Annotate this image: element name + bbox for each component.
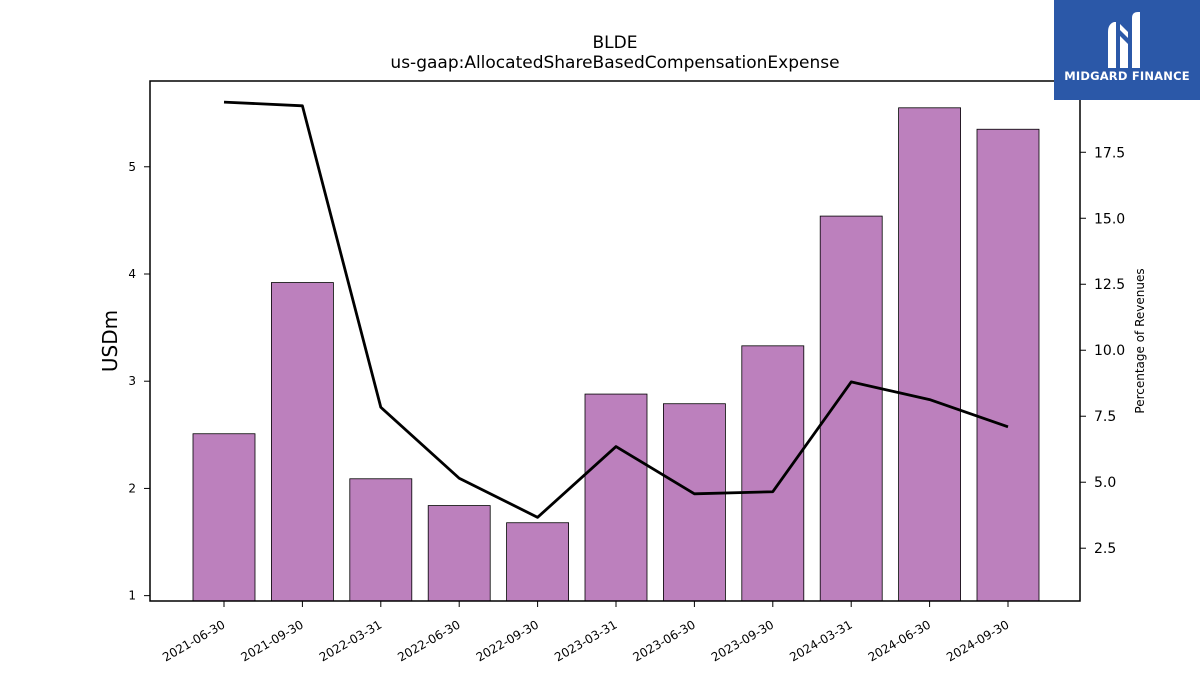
logo-text: MIDGARD FINANCE [1064,69,1190,83]
x-tick-label: 2022-06-30 [395,617,462,664]
y-tick-label: 5 [128,160,136,174]
y-right-tick-label: 12.5 [1094,277,1125,293]
bar-2024-03-31 [819,215,883,602]
brand-logo: MIDGARD FINANCE [1054,0,1200,100]
bar-2022-09-30 [506,522,570,602]
bar-2021-06-30 [192,433,256,602]
bar-2023-06-30 [663,403,726,602]
y-right-tick-label: 15.0 [1094,211,1125,227]
x-tick-label: 2024-09-30 [944,617,1011,664]
y-right-tick-label: 17.5 [1094,145,1125,161]
x-tick-label: 2024-03-31 [787,617,854,664]
bar-2023-03-31 [584,393,648,602]
x-tick-label: 2022-03-31 [317,617,384,664]
y-right-tick-label: 10.0 [1094,343,1125,359]
x-tick-label: 2021-06-30 [160,617,227,664]
chart-title: BLDE [592,33,638,53]
x-tick-label: 2024-06-30 [866,617,933,664]
bar-2024-09-30 [976,128,1040,602]
y-tick-label: 4 [128,267,136,281]
x-tick-label: 2021-09-30 [238,617,305,664]
bar-2021-09-30 [270,282,334,602]
plot-frame [149,80,1081,602]
bar-2023-09-30 [741,345,805,602]
y-right-tick-label: 7.5 [1094,409,1116,425]
y-right-tick-label: 2.5 [1094,541,1116,557]
y-right-tick-label: 5.0 [1094,475,1116,491]
y-tick-label: 1 [128,589,136,603]
y-tick-label: 2 [128,481,136,495]
y-axis-label: USDm [98,310,122,372]
bar-2022-03-31 [349,478,413,602]
logo-mark-icon [1108,12,1140,68]
bar-2022-06-30 [427,505,491,602]
revenue-percentage-line [223,100,1009,519]
chart-subtitle: us-gaap:AllocatedShareBasedCompensationE… [390,53,840,73]
y-axis-label-right: Percentage of Revenues [1133,268,1147,413]
bar-2024-06-30 [898,107,961,602]
x-tick-label: 2023-06-30 [630,617,697,664]
x-tick-label: 2022-09-30 [474,617,541,664]
y-tick-label: 3 [128,374,136,388]
x-tick-label: 2023-09-30 [709,617,776,664]
x-tick-label: 2023-03-31 [552,617,619,664]
